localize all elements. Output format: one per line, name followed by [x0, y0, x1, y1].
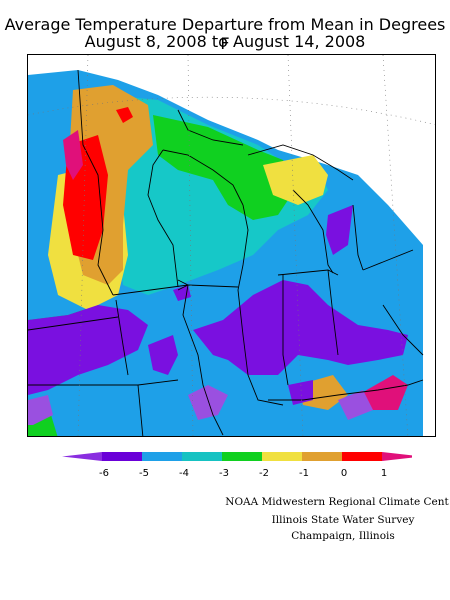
region-purple-michigan [326, 205, 353, 255]
region-red-spot [116, 107, 133, 123]
map-subtitle-dates: August 8, 2008 to August 14, 2008 [84, 32, 366, 51]
region-purple-east-central [193, 280, 408, 375]
region-purple-small [173, 285, 191, 301]
legend-tick-label: -6 [99, 468, 109, 479]
no-data-area-north [28, 55, 435, 436]
legend-swatch [222, 452, 262, 461]
legend-swatch [142, 452, 182, 461]
legend-swatch [182, 452, 222, 461]
map-title: Average Temperature Departure from Mean … [4, 15, 446, 53]
legend-tick-label: -1 [299, 468, 309, 479]
credit-noaa: NOAA Midwestern Regional Climate Cent [225, 496, 449, 508]
region-violet-west [28, 395, 53, 425]
region-magenta-nw [63, 130, 83, 180]
temperature-departure-map [27, 54, 436, 437]
legend-swatch [62, 452, 102, 461]
credit-location: Champaign, Illinois [291, 530, 395, 542]
region-magenta-se [358, 375, 408, 410]
legend-tick-label: -5 [139, 468, 149, 479]
legend-tick-label: 0 [341, 468, 347, 479]
region-yellow-ne [263, 155, 328, 205]
legend-swatch [342, 452, 382, 461]
legend-tick-label: 1 [381, 468, 387, 479]
legend-tick-label: -2 [259, 468, 269, 479]
region-purple-iowa [148, 335, 178, 375]
color-legend: -6 -5 -4 -3 -2 -1 0 1 [62, 452, 412, 479]
region-purple-southeast [288, 380, 313, 405]
legend-swatch [262, 452, 302, 461]
legend-tick-label: -4 [179, 468, 189, 479]
region-green-north [153, 115, 298, 220]
legend-swatch [382, 452, 412, 461]
credit-isws: Illinois State Water Survey [271, 514, 415, 526]
region-violet-se [338, 390, 373, 420]
legend-swatch [102, 452, 142, 461]
state-boundaries [28, 69, 424, 436]
legend-tick-label: -3 [219, 468, 229, 479]
region-violet-south [188, 385, 228, 420]
region-purple-southwest [28, 305, 148, 395]
legend-swatch [302, 452, 342, 461]
